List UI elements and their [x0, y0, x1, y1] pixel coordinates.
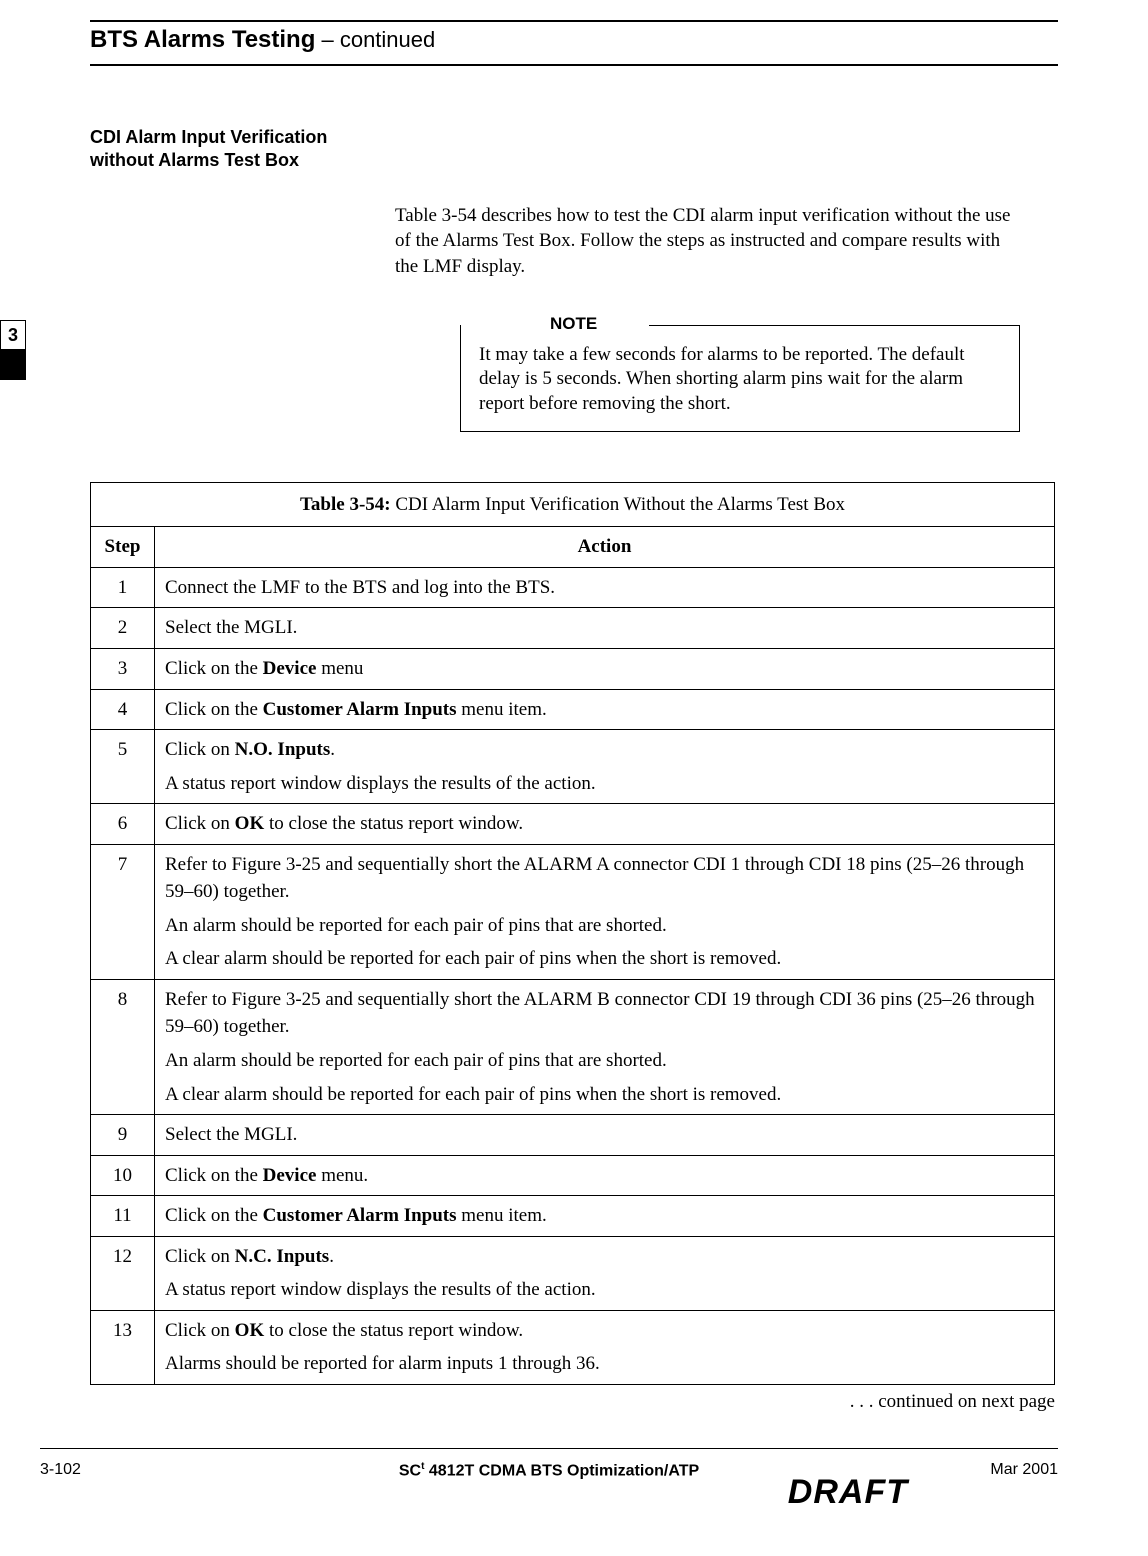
step-number: 11: [91, 1196, 155, 1237]
table-row: 3Click on the Device menu: [91, 648, 1055, 689]
section-heading-line2: without Alarms Test Box: [90, 150, 299, 170]
table-row: 12Click on N.C. Inputs.A status report w…: [91, 1236, 1055, 1310]
note-text: It may take a few seconds for alarms to …: [460, 325, 1020, 432]
intro-paragraph: Table 3-54 describes how to test the CDI…: [395, 203, 1015, 280]
step-number: 9: [91, 1115, 155, 1156]
step-action: Refer to Figure 3-25 and sequentially sh…: [155, 844, 1055, 979]
table-caption-label: Table 3-54:: [300, 494, 391, 515]
chapter-side-tab: 3: [0, 320, 26, 380]
header-continuation: – continued: [315, 27, 435, 52]
note-callout: NOTE It may take a few seconds for alarm…: [460, 325, 1020, 432]
step-number: 4: [91, 689, 155, 730]
procedure-table: Table 3-54: CDI Alarm Input Verification…: [90, 482, 1055, 1385]
step-number: 2: [91, 608, 155, 649]
table-caption: Table 3-54: CDI Alarm Input Verification…: [91, 482, 1055, 527]
step-action: Click on the Customer Alarm Inputs menu …: [155, 689, 1055, 730]
step-action: Click on N.O. Inputs.A status report win…: [155, 730, 1055, 804]
header-title: BTS Alarms Testing: [90, 26, 315, 53]
section-heading-line1: CDI Alarm Input Verification: [90, 127, 327, 147]
table-caption-text: CDI Alarm Input Verification Without the…: [391, 494, 845, 515]
step-number: 8: [91, 979, 155, 1114]
step-action: Click on the Device menu: [155, 648, 1055, 689]
table-row: 2Select the MGLI.: [91, 608, 1055, 649]
col-header-action: Action: [155, 527, 1055, 568]
step-action: Refer to Figure 3-25 and sequentially sh…: [155, 979, 1055, 1114]
step-number: 13: [91, 1310, 155, 1384]
step-action: Click on the Customer Alarm Inputs menu …: [155, 1196, 1055, 1237]
step-action: Click on the Device menu.: [155, 1155, 1055, 1196]
continued-notice: . . . continued on next page: [90, 1391, 1055, 1413]
table-row: 10Click on the Device menu.: [91, 1155, 1055, 1196]
section-heading: CDI Alarm Input Verification without Ala…: [90, 126, 390, 173]
step-number: 5: [91, 730, 155, 804]
table-row: 8Refer to Figure 3-25 and sequentially s…: [91, 979, 1055, 1114]
table-row: 1Connect the LMF to the BTS and log into…: [91, 567, 1055, 608]
table-row: 4Click on the Customer Alarm Inputs menu…: [91, 689, 1055, 730]
footer-date: Mar 2001: [990, 1461, 1058, 1479]
step-action: Connect the LMF to the BTS and log into …: [155, 567, 1055, 608]
table-row: 9Select the MGLI.: [91, 1115, 1055, 1156]
trademark-symbol: t: [421, 1461, 424, 1472]
step-number: 7: [91, 844, 155, 979]
table-row: 6Click on OK to close the status report …: [91, 804, 1055, 845]
step-number: 6: [91, 804, 155, 845]
col-header-step: Step: [91, 527, 155, 568]
step-action: Select the MGLI.: [155, 1115, 1055, 1156]
step-action: Select the MGLI.: [155, 608, 1055, 649]
draft-watermark: DRAFT: [788, 1473, 908, 1512]
running-header: BTS Alarms Testing – continued: [90, 22, 1058, 66]
chapter-number: 3: [0, 320, 26, 350]
step-number: 10: [91, 1155, 155, 1196]
step-number: 3: [91, 648, 155, 689]
step-number: 1: [91, 567, 155, 608]
step-action: Click on OK to close the status report w…: [155, 804, 1055, 845]
step-number: 12: [91, 1236, 155, 1310]
step-action: Click on N.C. Inputs.A status report win…: [155, 1236, 1055, 1310]
table-row: 7Refer to Figure 3-25 and sequentially s…: [91, 844, 1055, 979]
page-footer: 3-102 SCt 4812T CDMA BTS Optimization/AT…: [40, 1448, 1058, 1508]
step-action: Click on OK to close the status report w…: [155, 1310, 1055, 1384]
table-row: 11Click on the Customer Alarm Inputs men…: [91, 1196, 1055, 1237]
chapter-tab-marker: [0, 350, 26, 380]
table-row: 13Click on OK to close the status report…: [91, 1310, 1055, 1384]
table-row: 5Click on N.O. Inputs.A status report wi…: [91, 730, 1055, 804]
